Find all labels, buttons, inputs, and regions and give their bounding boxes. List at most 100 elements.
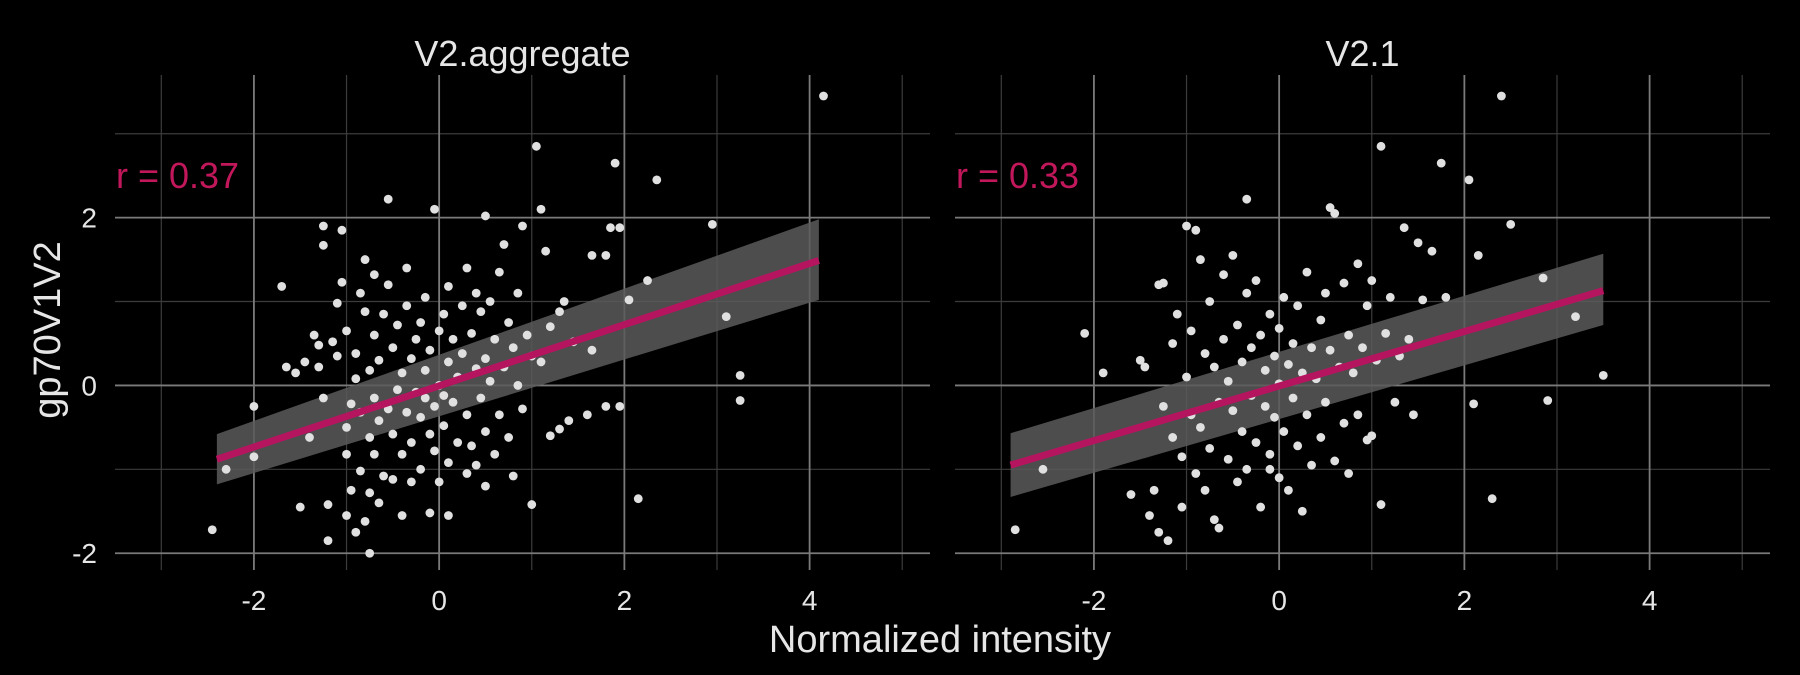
data-point <box>1177 502 1187 512</box>
data-point <box>388 343 398 353</box>
data-point <box>1149 485 1159 495</box>
data-point <box>1242 194 1252 204</box>
data-point <box>295 502 305 512</box>
data-point <box>457 349 467 358</box>
data-point <box>1274 473 1284 483</box>
data-point <box>559 297 569 306</box>
data-point <box>1163 536 1173 546</box>
data-point <box>1154 527 1164 537</box>
data-point <box>365 488 375 498</box>
data-point <box>467 329 476 338</box>
data-point <box>587 345 597 355</box>
correlation-annotation: r = 0.33 <box>956 155 1079 196</box>
data-point <box>369 449 379 459</box>
data-point <box>1358 343 1367 353</box>
data-point <box>504 318 514 327</box>
data-point <box>332 351 342 361</box>
data-point <box>518 404 527 414</box>
y-tick-label: 2 <box>81 203 97 234</box>
data-point <box>1080 329 1090 338</box>
y-tick-label: 0 <box>81 370 97 401</box>
data-point <box>494 410 504 420</box>
data-point <box>365 365 375 375</box>
panel-title: V2.1 <box>1325 33 1399 74</box>
data-point <box>397 449 407 459</box>
data-point <box>610 158 620 168</box>
data-point <box>476 307 486 316</box>
data-point <box>207 525 217 535</box>
data-point <box>1196 422 1205 432</box>
data-point <box>504 433 514 442</box>
data-point <box>1497 91 1506 101</box>
data-point <box>1265 464 1275 474</box>
data-point <box>1321 288 1330 298</box>
data-point <box>1251 276 1261 285</box>
data-point <box>379 309 388 319</box>
data-point <box>1233 477 1242 487</box>
data-point <box>453 438 463 447</box>
data-point <box>374 498 384 508</box>
data-point <box>1279 427 1289 436</box>
data-point <box>1413 238 1423 248</box>
data-point <box>1543 396 1553 405</box>
data-point <box>249 401 259 411</box>
data-point <box>346 399 356 409</box>
data-point <box>1330 456 1340 466</box>
data-point <box>425 508 435 518</box>
data-point <box>1223 454 1233 464</box>
data-point <box>430 446 439 456</box>
data-point <box>1038 464 1048 474</box>
data-point <box>1307 343 1316 353</box>
data-point <box>1390 397 1400 407</box>
data-point <box>633 494 643 504</box>
x-tick-label: 4 <box>1642 585 1658 616</box>
confidence-band <box>216 219 819 485</box>
data-point <box>1367 431 1377 441</box>
data-point <box>1436 158 1446 168</box>
x-tick-label: 2 <box>1457 585 1473 616</box>
data-point <box>1237 427 1247 436</box>
data-point <box>1260 401 1270 411</box>
data-point <box>439 391 449 400</box>
data-point <box>490 449 500 459</box>
data-point <box>1191 225 1201 235</box>
data-point <box>1177 452 1187 462</box>
data-point <box>388 474 398 484</box>
data-point <box>374 355 384 365</box>
data-point <box>1399 223 1409 233</box>
data-point <box>323 536 333 546</box>
data-point <box>1145 511 1154 520</box>
data-point <box>383 280 393 290</box>
data-point <box>467 441 476 451</box>
data-point <box>365 433 375 442</box>
data-point <box>356 466 365 476</box>
data-point <box>342 326 351 336</box>
data-point <box>1158 401 1168 411</box>
data-point <box>1288 339 1298 348</box>
data-point <box>1256 330 1266 340</box>
data-point <box>416 412 426 422</box>
correlation-annotation: r = 0.37 <box>116 155 239 196</box>
panel-2: -2 0 2 4 V2.1 r = 0.33 <box>955 33 1770 616</box>
data-point <box>522 330 532 340</box>
data-point <box>430 204 439 214</box>
data-point <box>393 385 402 395</box>
data-point <box>1246 343 1256 353</box>
data-point <box>1321 397 1330 407</box>
data-point <box>735 396 745 405</box>
data-point <box>471 288 481 298</box>
data-point <box>1140 362 1150 372</box>
data-point <box>1168 339 1178 348</box>
data-point <box>1506 219 1516 229</box>
data-point <box>309 330 319 340</box>
data-point <box>587 250 597 260</box>
data-point <box>1571 312 1580 322</box>
data-point <box>420 393 430 403</box>
data-point <box>1228 250 1238 260</box>
data-point <box>1302 410 1312 420</box>
data-point <box>1598 370 1608 380</box>
data-point <box>1205 297 1215 306</box>
data-point <box>1325 345 1335 355</box>
data-point <box>448 334 458 344</box>
data-point <box>1325 203 1335 212</box>
